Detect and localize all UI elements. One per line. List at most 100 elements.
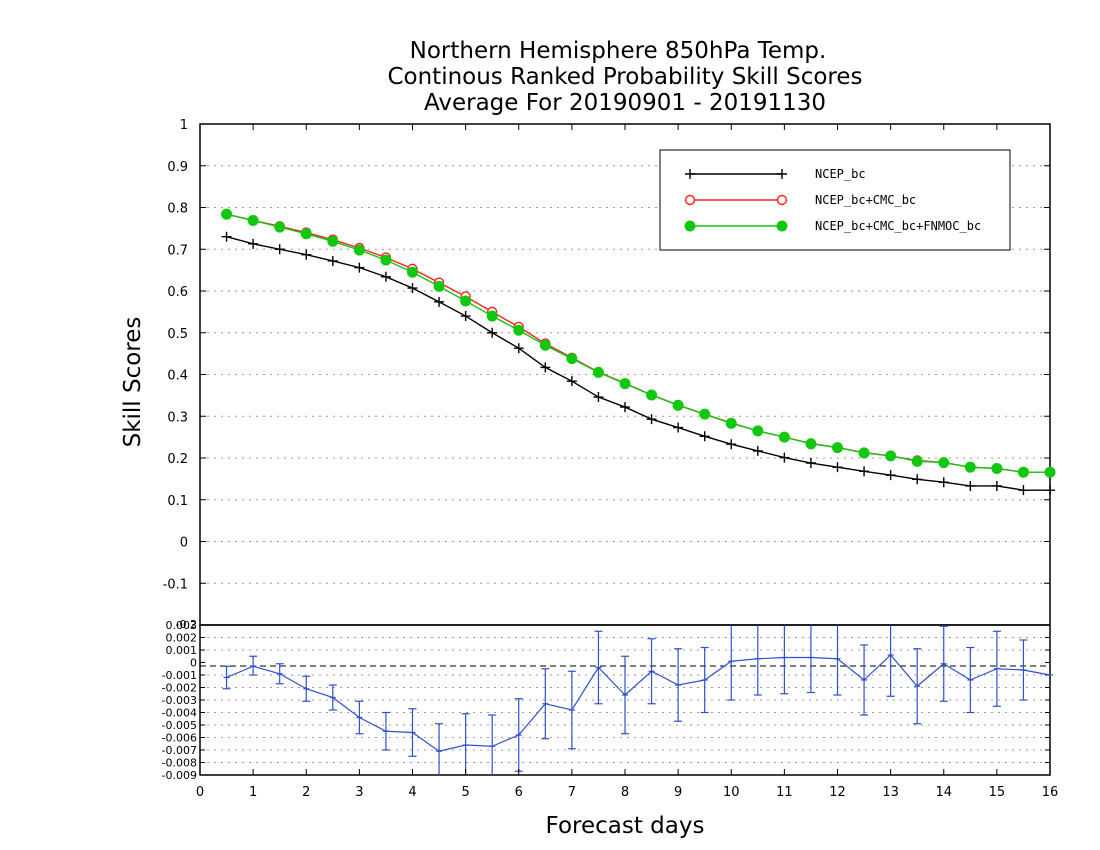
series-marker-0: [513, 343, 524, 354]
series-marker-2: [300, 228, 312, 240]
legend-marker-1: [684, 194, 696, 206]
x-tick-label: 9: [674, 785, 682, 800]
series-marker-0: [965, 480, 976, 491]
series-marker-0: [646, 414, 657, 425]
x-tick-label: 7: [568, 785, 576, 800]
x-tick-label: 13: [882, 785, 899, 800]
difference-y-tick-label: 0.001: [166, 644, 198, 657]
series-marker-0: [248, 238, 259, 249]
legend-label-2: NCEP_bc+CMC_bc+FNMOC_bc: [815, 219, 981, 233]
series-marker-2: [247, 214, 259, 226]
series-marker-2: [407, 266, 418, 278]
series-marker-2: [778, 431, 790, 443]
series-marker-2: [938, 457, 950, 469]
series-marker-0: [805, 458, 816, 469]
y-axis-label: Skill Scores: [120, 317, 146, 448]
series-marker-0: [938, 477, 949, 488]
main-y-tick-label: 0.5: [167, 327, 188, 342]
difference-y-tick-label: -0.008: [162, 757, 197, 770]
series-marker-0: [832, 462, 843, 473]
series-marker-0: [221, 231, 232, 242]
series-marker-0: [752, 445, 763, 456]
series-marker-0: [354, 262, 365, 273]
main-y-tick-label: 0.6: [167, 285, 188, 300]
series-marker-2: [832, 442, 843, 454]
difference-y-tick-label: -0.005: [162, 719, 197, 732]
series-marker-0: [327, 255, 338, 266]
series-marker-0: [301, 249, 312, 260]
x-tick-label: 10: [723, 785, 740, 800]
title-line-1: Northern Hemisphere 850hPa Temp.: [410, 38, 827, 64]
series-marker-2: [858, 447, 870, 459]
series-marker-2: [353, 244, 365, 256]
series-marker-0: [726, 439, 737, 450]
x-tick-label: 2: [302, 785, 310, 800]
difference-y-tick-label: -0.006: [162, 732, 197, 745]
legend-label-1: NCEP_bc+CMC_bc: [815, 193, 916, 207]
x-tick-label: 3: [355, 785, 363, 800]
difference-y-tick-label: 0.002: [166, 632, 198, 645]
main-y-tick-label: 0.4: [167, 369, 188, 384]
main-y-tick-label: 0: [180, 536, 188, 551]
difference-line: [226, 654, 1051, 752]
main-y-tick-label: -0.1: [163, 577, 188, 592]
main-gridlines: [200, 165, 1050, 584]
series-marker-0: [1045, 485, 1055, 496]
series-marker-2: [380, 254, 392, 266]
main-y-tick-label: 1: [180, 118, 188, 133]
x-tick-label: 4: [408, 785, 416, 800]
series-marker-0: [566, 376, 577, 387]
series-marker-0: [487, 327, 498, 338]
series-marker-2: [513, 324, 525, 336]
difference-y-tick-label: 0.003: [166, 619, 198, 632]
series-marker-0: [885, 470, 896, 481]
series-line-2: [226, 213, 1050, 473]
legend-marker-2: [776, 220, 788, 232]
series-marker-0: [407, 283, 418, 294]
series-marker-2: [646, 389, 658, 401]
legend-label-0: NCEP_bc: [815, 167, 866, 181]
series-marker-2: [592, 366, 604, 378]
series-marker-2: [274, 221, 286, 233]
main-y-tick-label: 0.7: [167, 243, 188, 258]
x-tick-label: 14: [935, 785, 952, 800]
main-y-tick-label: 0.3: [167, 410, 188, 425]
main-y-tick-label: 0.1: [167, 494, 188, 509]
series-line-0: [226, 236, 1050, 491]
series-marker-0: [380, 271, 391, 282]
series-marker-2: [725, 417, 737, 429]
series-marker-0: [274, 244, 285, 255]
series-marker-2: [460, 295, 472, 307]
series-marker-2: [566, 353, 578, 365]
difference-y-tick-label: -0.004: [162, 707, 197, 720]
series-marker-2: [885, 450, 897, 462]
series-marker-2: [991, 462, 1003, 474]
legend-marker-0: [685, 169, 695, 179]
series-marker-2: [752, 425, 764, 437]
difference-y-tick-label: -0.003: [162, 694, 197, 707]
x-tick-label: 0: [196, 785, 204, 800]
main-y-tick-label: 0.2: [167, 452, 188, 467]
series-marker-2: [433, 280, 445, 292]
x-axis-label: Forecast days: [546, 813, 705, 839]
series-marker-0: [1018, 485, 1029, 496]
legend-marker-2: [684, 220, 696, 232]
series-marker-2: [699, 408, 711, 420]
series-marker-2: [805, 438, 817, 450]
chart-title: Northern Hemisphere 850hPa Temp. Contino…: [387, 38, 862, 116]
series-marker-2: [964, 461, 976, 473]
series-line-1: [226, 213, 1050, 473]
series-marker-2: [1044, 466, 1056, 478]
series-marker-0: [620, 402, 630, 413]
series-marker-2: [619, 378, 631, 390]
x-tick-label: 1: [249, 785, 257, 800]
x-tick-label: 15: [989, 785, 1006, 800]
difference-y-tick-label: -0.009: [162, 769, 197, 782]
main-series-group: [221, 208, 1056, 496]
series-marker-2: [327, 235, 339, 247]
series-marker-0: [779, 452, 790, 463]
difference-y-tick-label: -0.002: [162, 682, 197, 695]
legend-marker-1: [776, 194, 788, 206]
series-marker-2: [1017, 466, 1029, 478]
